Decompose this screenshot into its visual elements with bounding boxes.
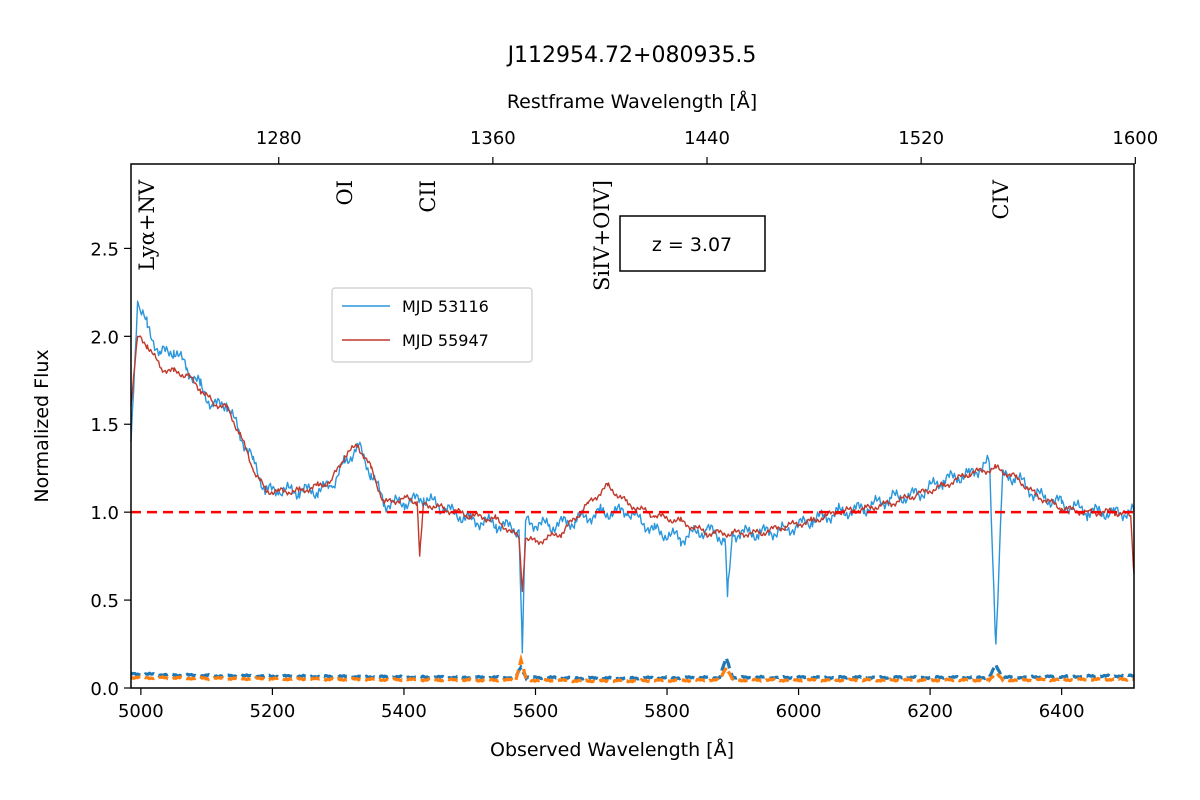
legend-label-series-2: MJD 55947 xyxy=(402,331,489,350)
redshift-text: z = 3.07 xyxy=(652,234,732,256)
noise-layer xyxy=(130,652,1135,685)
x-tick-label: 5000 xyxy=(118,701,164,722)
y-tick-label: 1.0 xyxy=(90,503,119,524)
y-axis-label: Normalized Flux xyxy=(31,349,53,502)
emission-line-label: CII xyxy=(416,180,440,213)
emission-line-label: CIV xyxy=(989,179,1013,219)
top-tick-label: 1600 xyxy=(1112,128,1158,149)
top-axis-label: Restframe Wavelength [Å] xyxy=(507,90,757,113)
emission-line-label: SiIV+OIV] xyxy=(590,180,614,291)
x-axis-label: Observed Wavelength [Å] xyxy=(490,738,734,761)
series-line-1 xyxy=(130,300,1135,654)
axes-layer: 5000 5200 5400 5600 5800 6000 6200 6400 0.0 0.5 1.… xyxy=(90,128,1158,722)
x-tick-label: 6200 xyxy=(907,701,953,722)
legend: MJD 53116 MJD 55947 xyxy=(331,287,533,363)
series-line-2 xyxy=(130,335,1135,592)
y-tick-label: 2.5 xyxy=(90,239,119,260)
x-tick-label: 5600 xyxy=(513,701,559,722)
series-layer xyxy=(130,300,1135,654)
redshift-annotation: z = 3.07 xyxy=(619,215,766,272)
y-tick-label: 2.0 xyxy=(90,327,119,348)
y-tick-label: 0.5 xyxy=(90,591,119,612)
x-tick-label: 5400 xyxy=(381,701,427,722)
x-tick-label: 6400 xyxy=(1039,701,1085,722)
x-tick-label: 5200 xyxy=(250,701,296,722)
axes-frame xyxy=(130,163,1135,689)
top-tick-label: 1440 xyxy=(684,128,730,149)
top-tick-label: 1520 xyxy=(898,128,944,149)
noise-curve-1 xyxy=(130,652,1135,682)
top-tick-label: 1360 xyxy=(470,128,516,149)
x-tick-label: 5800 xyxy=(644,701,690,722)
emission-line-label: Lyα+NV xyxy=(135,179,159,271)
y-tick-label: 0.0 xyxy=(90,679,119,700)
emission-line-label: OI xyxy=(333,180,357,206)
emission-line-labels: Lyα+NV OI CII SiIV+OIV] CIV xyxy=(135,179,1013,291)
y-tick-label: 1.5 xyxy=(90,415,119,436)
legend-label-series-1: MJD 53116 xyxy=(402,297,489,316)
x-tick-label: 6000 xyxy=(776,701,822,722)
noise-curve-2 xyxy=(130,653,1135,685)
chart-title: J112954.72+080935.5 xyxy=(506,43,757,68)
top-tick-label: 1280 xyxy=(256,128,302,149)
